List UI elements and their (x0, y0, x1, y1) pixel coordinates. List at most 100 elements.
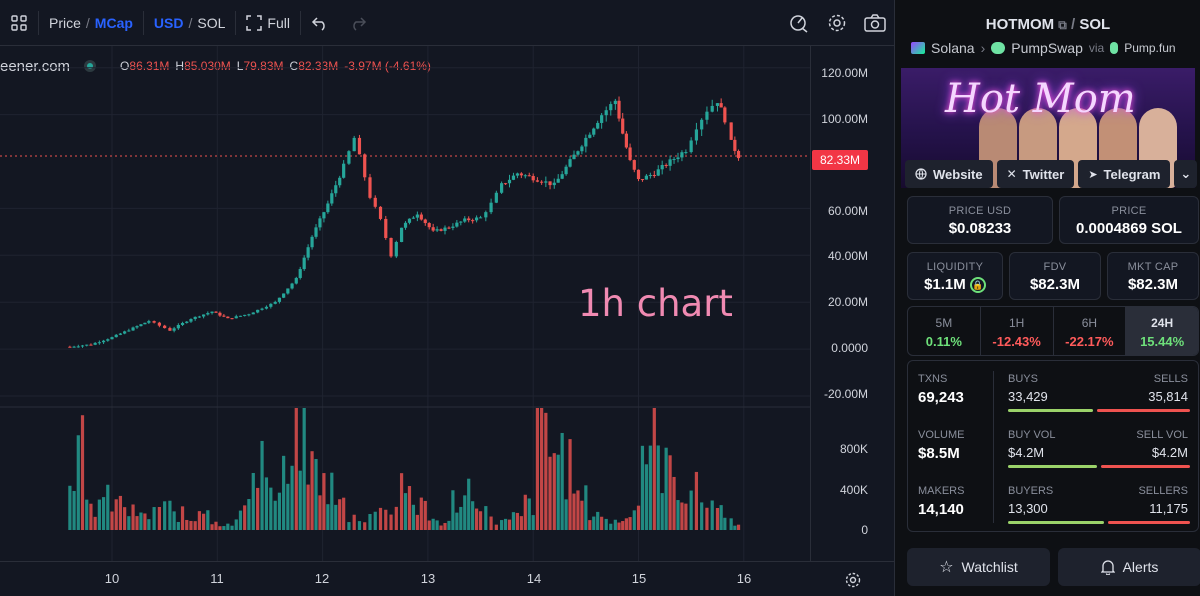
volume-bar (260, 440, 264, 530)
more-links-button[interactable]: ⌄ (1174, 160, 1198, 188)
candle-body (357, 137, 362, 155)
market-cap-card: MKT CAP $82.3M (1107, 252, 1199, 300)
candle-body (185, 321, 189, 323)
candlestick-plot[interactable] (0, 46, 810, 561)
fullscreen-button[interactable]: Full (236, 0, 300, 46)
volume-bar (700, 502, 704, 530)
candle-body (568, 159, 572, 167)
candle-body (676, 157, 680, 160)
fullscreen-icon (246, 14, 263, 31)
volume-bar (609, 523, 613, 530)
candle-body (230, 318, 234, 320)
price-axis[interactable]: 120.00M 100.00M 60.00M 40.00M 20.00M 0.0… (810, 46, 894, 561)
volume-bar (515, 512, 520, 530)
watchlist-button[interactable]: ☆ Watchlist (907, 548, 1050, 586)
candle-body (621, 118, 625, 134)
candle-body (256, 309, 260, 313)
time-axis[interactable]: 10 11 12 13 14 15 16 (0, 561, 894, 596)
layout-grid-button[interactable] (0, 0, 38, 46)
liquidity-label: LIQUIDITY (926, 261, 984, 273)
telegram-button[interactable]: ➤ Telegram (1078, 160, 1171, 188)
candle-body (318, 218, 322, 228)
candle-body (264, 306, 269, 309)
volume-bar (210, 524, 214, 530)
tab-24h[interactable]: 24H 15.44% (1126, 307, 1198, 355)
tab-6h[interactable]: 6H -22.17% (1054, 307, 1127, 355)
candle-body (419, 214, 423, 220)
volume-bar (511, 512, 516, 530)
candle-body (511, 175, 516, 180)
trade-stats: TXNS 69,243 BUYS 33,429 SELLS 35,814 VOL… (907, 360, 1199, 532)
candle-body (330, 193, 334, 204)
pair-base: HOTMOM (985, 16, 1055, 33)
lock-icon[interactable]: 🔒 (969, 277, 986, 294)
stats-divider (993, 371, 994, 523)
volume-bar (330, 472, 334, 530)
sells-ratio-bar (1097, 409, 1190, 412)
volume-bar (143, 513, 147, 530)
volume-bar (560, 432, 564, 530)
volume-bar (298, 470, 302, 530)
volume-bar (489, 516, 493, 530)
undo-button[interactable] (301, 0, 339, 46)
candle-body (644, 175, 648, 180)
volume-bar (114, 499, 118, 530)
time-tick: 10 (104, 571, 120, 586)
website-button[interactable]: Website (905, 160, 993, 188)
time-tick: 16 (736, 571, 752, 586)
usd-option[interactable]: USD (153, 14, 184, 31)
fdv-card: FDV $82.3M (1009, 252, 1101, 300)
visibility-icon[interactable] (84, 60, 97, 72)
launchpad-name[interactable]: Pump.fun (1124, 41, 1176, 55)
candle-body (652, 175, 656, 177)
tab-5m[interactable]: 5M 0.11% (908, 307, 981, 355)
chart-settings-button[interactable] (818, 0, 856, 46)
sol-option[interactable]: SOL (197, 14, 226, 31)
grid-icon (11, 14, 27, 31)
price-mcap-toggle[interactable]: Price / MCap (39, 0, 143, 46)
volume-bar (415, 514, 419, 530)
tab-change: 15.44% (1140, 334, 1185, 349)
twitter-button[interactable]: ✕ Twitter (996, 160, 1075, 188)
dex-name[interactable]: PumpSwap (1011, 40, 1083, 56)
volume-bar (399, 473, 404, 530)
candle-body (684, 152, 688, 154)
candle-body (290, 283, 294, 289)
candle-body (131, 327, 135, 331)
copy-icon[interactable]: ⧉ (1058, 18, 1067, 32)
candle-body (680, 152, 684, 158)
axis-settings-icon[interactable] (844, 571, 862, 589)
currency-toggle[interactable]: USD / SOL (144, 0, 235, 46)
chain-name[interactable]: Solana (931, 40, 975, 56)
volume-bar (719, 505, 723, 530)
volume-bar (427, 520, 431, 530)
txns-label: TXNS (918, 373, 948, 385)
buyers-label: BUYERS (1008, 485, 1054, 497)
candle-body (251, 312, 255, 315)
candle-body (85, 344, 89, 346)
candle-body (389, 237, 393, 257)
sells-label: SELLS (1153, 373, 1188, 385)
candle-body (576, 151, 580, 155)
camera-icon (864, 14, 886, 32)
candle-body (580, 146, 584, 152)
price-option[interactable]: Price (49, 14, 81, 31)
chart-toolbar: Price / MCap USD / SOL Full (0, 0, 894, 46)
candle-body (302, 257, 306, 270)
mcap-option[interactable]: MCap (94, 14, 133, 31)
candle-body (503, 183, 508, 185)
price-usd-card: PRICE USD $0.08233 (907, 196, 1053, 244)
chevron-down-icon: ⌄ (1180, 166, 1192, 181)
volume-bar (475, 508, 479, 530)
volume-tick: 800K (839, 442, 868, 456)
buy-vol-label: BUY VOL (1008, 429, 1056, 441)
tab-1h[interactable]: 1H -12.43% (981, 307, 1054, 355)
indicator-button[interactable] (780, 0, 818, 46)
volume-bar (705, 507, 709, 530)
candle-body (423, 219, 427, 224)
redo-button[interactable] (339, 0, 377, 46)
alerts-button[interactable]: Alerts (1058, 548, 1200, 586)
screenshot-button[interactable] (856, 0, 894, 46)
toolbar-divider (235, 10, 237, 35)
volume-bar (636, 505, 641, 530)
